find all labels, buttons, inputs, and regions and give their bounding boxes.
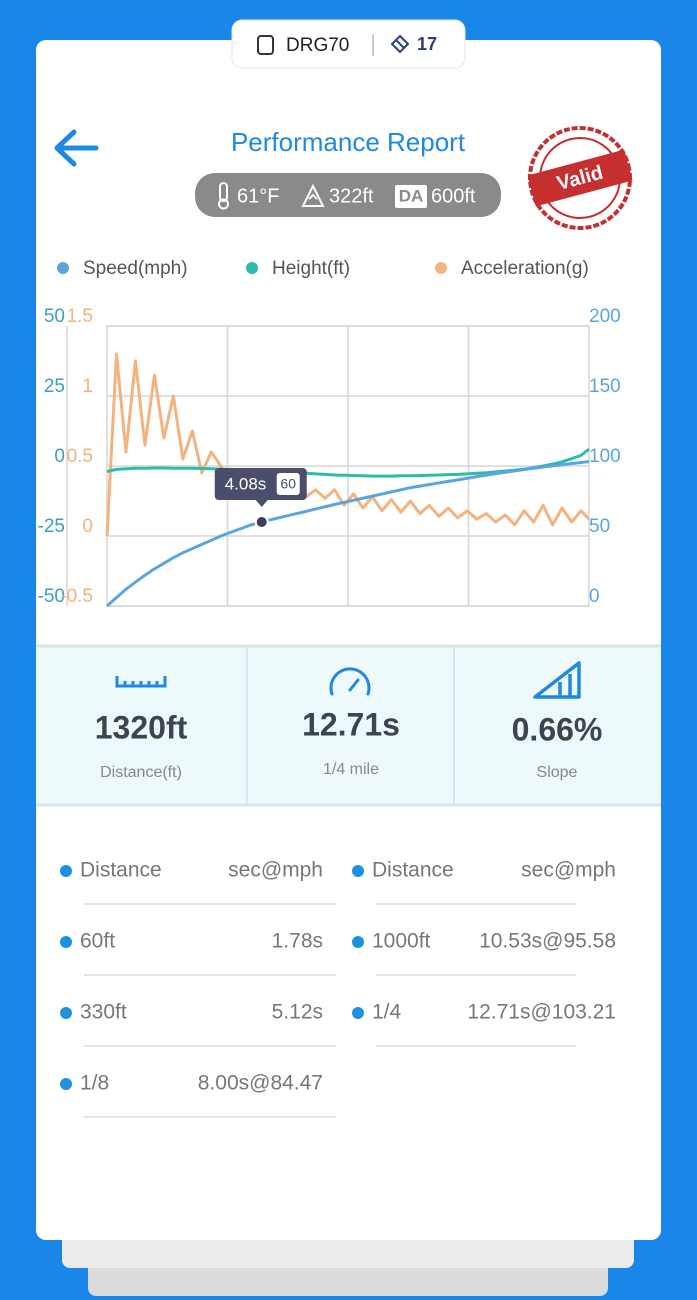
row-dot bbox=[352, 865, 364, 877]
row-dot bbox=[352, 1007, 364, 1019]
row-dot bbox=[352, 936, 364, 948]
row-distance: 330ft bbox=[80, 1001, 127, 1024]
device-name: DRG70 bbox=[286, 35, 349, 56]
row-distance: Distance bbox=[372, 859, 454, 882]
row-distance: 1/8 bbox=[80, 1072, 109, 1095]
acceleration-tick-label: 0.5 bbox=[67, 446, 93, 467]
legend-dot bbox=[246, 262, 258, 274]
thermometer-icon bbox=[219, 182, 228, 202]
legend-label: Speed(mph) bbox=[83, 258, 188, 279]
row-time: 1.78s bbox=[272, 930, 323, 953]
page-title: Performance Report bbox=[231, 127, 466, 157]
height-tick-label: -25 bbox=[38, 516, 65, 537]
speed-icon bbox=[329, 667, 371, 696]
stamp-band bbox=[527, 149, 633, 207]
row-dot bbox=[60, 865, 72, 877]
legend-dot bbox=[57, 262, 69, 274]
row-distance: 1/4 bbox=[372, 1001, 402, 1024]
thermometer-bulb bbox=[218, 198, 229, 210]
height-tick-label: 0 bbox=[54, 446, 65, 467]
height-tick-label: -50 bbox=[38, 586, 65, 607]
acceleration-tick-label: -0.5 bbox=[60, 586, 93, 607]
speed-tick-label: 200 bbox=[589, 306, 621, 327]
stat-value: 12.71s bbox=[302, 706, 400, 742]
row-time: 8.00s@84.47 bbox=[198, 1072, 323, 1095]
stats: 1320ft Distance(ft) 12.71s 1/4 mile 0.66% Slo… bbox=[95, 706, 603, 781]
acceleration-tick-label: 1 bbox=[82, 376, 93, 397]
row-dot bbox=[60, 1007, 72, 1019]
row-time: 10.53s@95.58 bbox=[479, 930, 616, 953]
row-time: 5.12s bbox=[272, 1001, 323, 1024]
card bbox=[36, 40, 661, 1240]
stat-value: 0.66% bbox=[512, 711, 603, 747]
plot: -50-2502550-0.500.511.5050100150200Speed… bbox=[38, 258, 621, 608]
stat-label: Slope bbox=[537, 764, 578, 781]
row-dot bbox=[60, 1078, 72, 1090]
stats-panel bbox=[36, 645, 661, 805]
row-distance: 1000ft bbox=[372, 930, 431, 953]
device-pill[interactable] bbox=[231, 19, 466, 69]
back-button[interactable] bbox=[54, 129, 99, 167]
tooltip-point bbox=[254, 515, 269, 529]
legend-dot bbox=[435, 262, 447, 274]
row-time: sec@mph bbox=[521, 859, 616, 882]
height-tick-label: 50 bbox=[44, 306, 65, 327]
legend-label: Height(ft) bbox=[272, 258, 350, 279]
speed-tick-label: 100 bbox=[589, 446, 621, 467]
row-dot bbox=[60, 936, 72, 948]
da-label: DA bbox=[399, 186, 424, 205]
row-distance: Distance bbox=[80, 859, 162, 882]
stat-value: 1320ft bbox=[95, 709, 188, 745]
row-time: sec@mph bbox=[228, 859, 323, 882]
badge-count: 17 bbox=[417, 34, 437, 54]
slope-icon bbox=[533, 661, 581, 699]
tooltip-speed: 60 bbox=[280, 476, 296, 492]
tooltip-speed-box bbox=[276, 473, 300, 495]
altitude: 322ft bbox=[329, 185, 374, 207]
series-line bbox=[105, 352, 591, 537]
altitude-icon bbox=[301, 183, 325, 207]
row-distance: 60ft bbox=[80, 930, 115, 953]
tooltip-time: 4.08s bbox=[225, 474, 267, 493]
badge-icon bbox=[390, 34, 410, 54]
temperature: 61°F bbox=[237, 185, 279, 207]
legend-label: Acceleration(g) bbox=[461, 258, 589, 279]
row-time: 12.71s@103.21 bbox=[467, 1001, 616, 1024]
splits-table: Distance sec@mph 60ft 1.78s 330ft 5.12s 1/8 8.0… bbox=[60, 859, 616, 1118]
device-icon bbox=[257, 35, 274, 55]
stat-label: Distance(ft) bbox=[100, 764, 182, 781]
acceleration-tick-label: 0 bbox=[82, 516, 93, 537]
tooltip-pointer bbox=[255, 500, 268, 507]
height-tick-label: 25 bbox=[44, 376, 65, 397]
distance-icon bbox=[115, 676, 167, 688]
density-altitude: 600ft bbox=[431, 185, 476, 207]
acceleration-tick-label: 1.5 bbox=[67, 306, 93, 327]
speed-tick-label: 0 bbox=[589, 586, 600, 607]
valid-stamp: Valid bbox=[527, 126, 633, 230]
speed-tick-label: 50 bbox=[589, 516, 610, 537]
speed-tick-label: 150 bbox=[589, 376, 621, 397]
da-box bbox=[395, 185, 427, 208]
stat-label: 1/4 mile bbox=[323, 761, 379, 778]
series-line bbox=[106, 460, 590, 608]
